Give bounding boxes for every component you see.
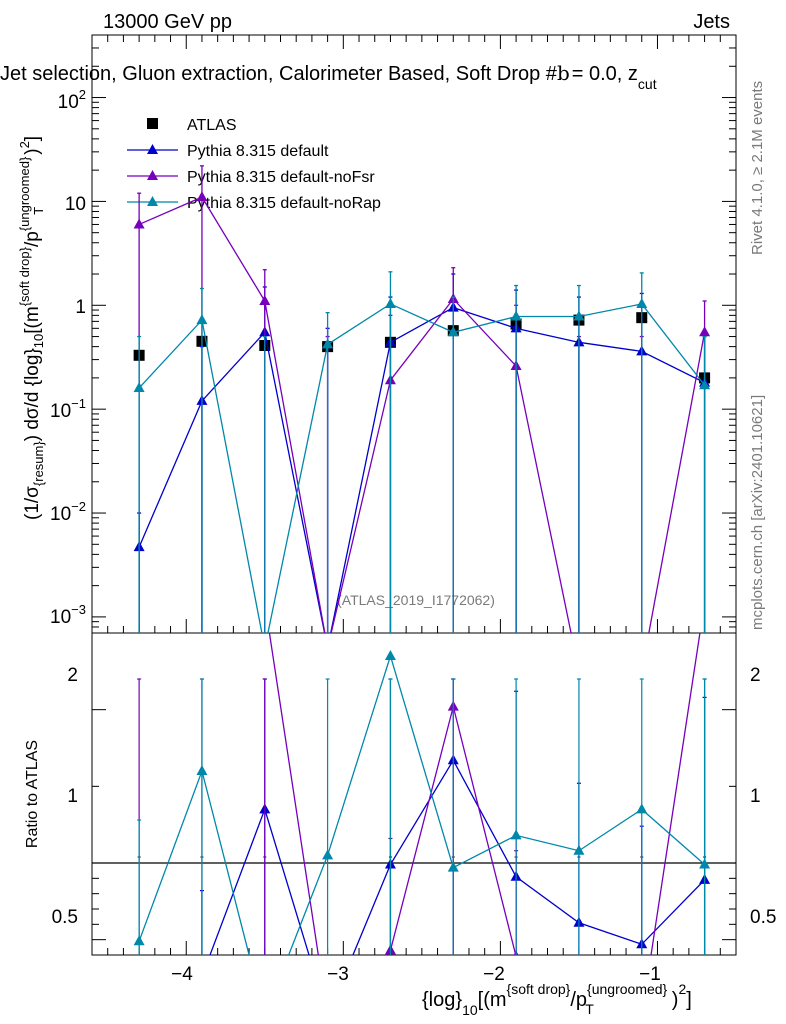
ratio-tick-2-left: 2 [67, 665, 78, 686]
pythia-8-315-default-norap-ratio-point [133, 935, 145, 946]
pythia-8-315-default-norap-ratio-point [510, 829, 522, 840]
pythia-8-315-default-nofsr-ratio-point [636, 1010, 647, 1020]
ratio-tick-0p5-right: 0.5 [750, 907, 776, 928]
legend-label-nofsr: Pythia 8.315 default-noFsr [187, 169, 375, 186]
pythia-8-315-default-nofsr-ratio-point [573, 1010, 584, 1020]
pythia-8-315-default-norap-ratio-point [636, 803, 648, 814]
pythia-8-315-default-norap-ratio-point [699, 858, 711, 869]
pythia-8-315-default-norap-point [196, 314, 208, 325]
x-tick-label-m3: −3 [327, 964, 349, 985]
legend-label-norap: Pythia 8.315 default-noRap [187, 195, 381, 212]
y-tick-label-1: 1 [75, 297, 86, 318]
pythia-8-315-default-ratio-point [196, 970, 207, 980]
pythia-8-315-default-norap-point [573, 310, 585, 321]
ratio-y-axis-label: Ratio to ATLAS [24, 740, 41, 848]
legend-marker-nofsr [147, 170, 158, 180]
legend-marker-atlas [147, 118, 158, 129]
pythia-8-315-default-nofsr-point [699, 326, 711, 337]
pythia-8-315-default-ratio-point [134, 1008, 145, 1018]
pythia-8-315-default-nofsr-ratio-line [268, 633, 701, 955]
pythia-8-315-default-norap-point [133, 381, 145, 392]
ratio-tick-1-left: 1 [67, 786, 78, 807]
pythia-8-315-default-norap-ratio-point [384, 650, 396, 660]
x-tick-label-m2: −2 [483, 964, 505, 985]
y-tick-label-0p1: 10−1 [50, 396, 86, 422]
ratio-tick-labels: 0.5 1 2 0.5 1 2 [52, 665, 777, 928]
pythia-8-315-default-norap-ratio-line [138, 653, 706, 955]
y-tick-labels: 102 10 1 10−1 10−2 10−3 [50, 87, 86, 628]
legend-marker-norap [147, 196, 158, 206]
plot-title: Jet selection, Gluon extraction, Calorim… [0, 61, 657, 92]
ratio-plot-area [92, 633, 736, 1020]
pythia-8-315-default-line [138, 306, 705, 633]
pythia-8-315-default-norap-point [259, 642, 270, 652]
pythia-8-315-default-norap-line [138, 303, 706, 633]
pythia-8-315-default-norap-point [636, 297, 648, 308]
y-tick-label-100: 102 [58, 87, 86, 113]
analysis-watermark: (ATLAS_2019_I1772062) [337, 592, 495, 608]
pythia-8-315-default-norap-point [447, 326, 459, 337]
pythia-8-315-default-nofsr-point [322, 642, 333, 652]
x-axis-label: {log}10[(m{soft drop}/p{ungroomed} T)2] [422, 981, 692, 1018]
legend-label-atlas: ATLAS [187, 117, 237, 134]
pythia-8-315-default-norap-ratio-point [573, 844, 585, 855]
legend: ATLAS Pythia 8.315 default Pythia 8.315 … [127, 117, 381, 212]
y-tick-label-0p001: 10−3 [50, 602, 86, 628]
pythia-8-315-default-norap-ratio-point [196, 765, 208, 775]
pythia-8-315-default-norap-ratio-point [447, 861, 459, 872]
pythia-8-315-default-point [322, 642, 333, 652]
y-tick-label-0p01: 10−2 [50, 499, 86, 525]
pythia-8-315-default-ratio-line [209, 758, 706, 955]
ratio-plot-frame [91, 632, 737, 956]
ratio-tick-0p5-left: 0.5 [52, 907, 78, 928]
rivet-label: Rivet 4.1.0, ≥ 2.1M events [749, 81, 766, 255]
x-tick-label-m4: −4 [171, 964, 193, 985]
ratio-tick-1-right: 1 [750, 786, 761, 807]
pythia-8-315-default-norap-point [699, 379, 711, 390]
legend-label-default: Pythia 8.315 default [187, 143, 329, 160]
x-tick-label-m1: −1 [639, 964, 661, 985]
pythia-8-315-default-nofsr-point [196, 191, 208, 202]
y-tick-label-10: 10 [65, 194, 86, 215]
pythia-8-315-default-nofsr-point [636, 665, 647, 675]
pythia-8-315-default-nofsr-point [259, 294, 271, 305]
header-right: Jets [693, 11, 730, 33]
pythia-8-315-default-norap-point [384, 297, 396, 308]
y-axis-label: (1/σ{resum}) dσ/d {log}10[(m{soft drop}/… [17, 136, 46, 520]
header-left: 13000 GeV pp [103, 11, 232, 33]
pythia-8-315-default-norap-point [510, 310, 522, 321]
pythia-8-315-default-norap-ratio-point [259, 1010, 270, 1020]
pythia-8-315-default-nofsr-point [573, 665, 584, 675]
pythia-8-315-default-nofsr-line [138, 196, 706, 633]
legend-marker-default [147, 144, 158, 154]
pythia-8-315-default-nofsr-ratio-point [322, 1010, 333, 1020]
mcplots-label: mcplots.cern.ch [arXiv:2401.10621] [749, 395, 766, 630]
pythia-8-315-default-ratio-point [322, 1010, 333, 1020]
pythia-8-315-default-nofsr-point [133, 218, 145, 229]
pythia-8-315-default-norap-ratio-point [322, 849, 334, 860]
ratio-tick-2-right: 2 [750, 665, 761, 686]
main-plot-area [133, 165, 711, 675]
x-tick-labels: −4 −3 −2 −1 [171, 964, 661, 985]
pythia-8-315-default-norap-point [322, 338, 334, 349]
